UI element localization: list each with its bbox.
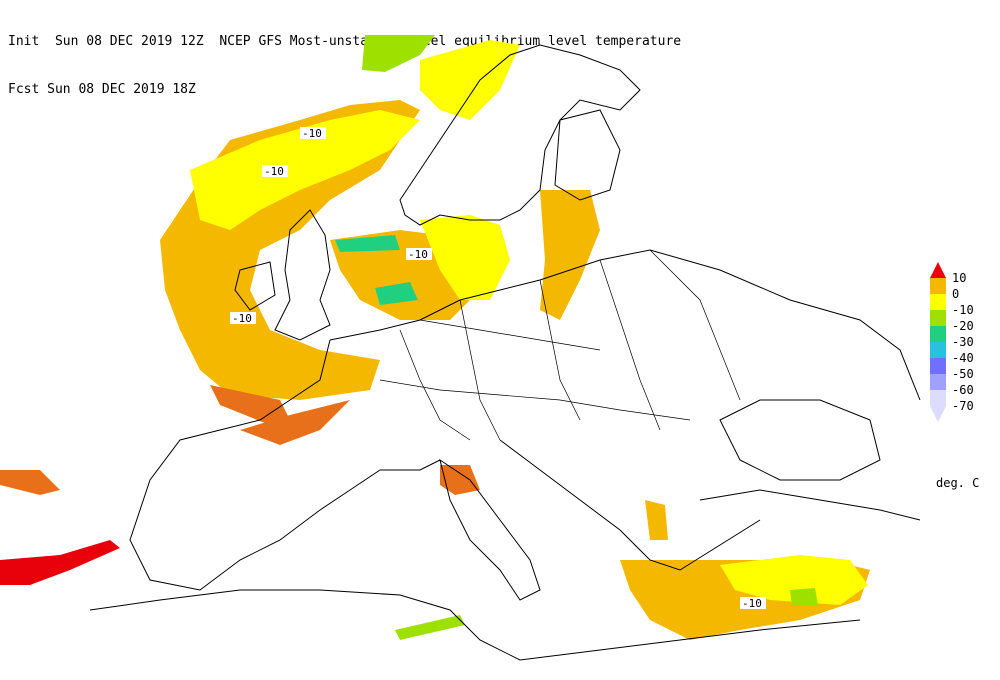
- field-red-west: [0, 540, 120, 585]
- forecast-time-line: Fcst Sun 08 DEC 2019 18Z: [8, 82, 196, 97]
- contour-labels: -10 -10 -10 -10 -10: [230, 127, 766, 610]
- legend-label: -60: [952, 383, 974, 397]
- coast-balkans: [499, 439, 761, 571]
- legend-label: 10: [952, 271, 967, 285]
- legend-units: deg. C: [936, 476, 980, 490]
- europe-map: -10 -10 -10 -10 -10: [0, 35, 921, 661]
- legend-label: -70: [952, 399, 974, 413]
- field-orange-italy: [440, 465, 480, 495]
- legend-swatch: [930, 326, 946, 342]
- field-lime-africa: [395, 615, 465, 640]
- coast-italy: [439, 458, 541, 601]
- coast-france-spain: [129, 339, 441, 591]
- coast-ireland: [234, 261, 276, 311]
- field-orange-greece: [645, 500, 668, 540]
- legend-swatch: [930, 390, 946, 406]
- legend-arrow-down-icon: [930, 406, 946, 422]
- field-layer: [0, 35, 870, 640]
- field-lime-norway: [362, 35, 435, 72]
- chart-header: Init Sun 08 DEC 2019 12Z NCEP GFS Most-u…: [8, 2, 681, 114]
- field-green-a: [335, 235, 400, 252]
- legend-swatch: [930, 278, 946, 294]
- coast-turkey: [699, 489, 921, 521]
- legend-swatch: [930, 374, 946, 390]
- field-yellow-eastmed: [720, 555, 868, 605]
- legend-label: 0: [952, 287, 960, 301]
- field-green-b: [375, 282, 418, 305]
- contour-label: -10: [264, 165, 284, 178]
- field-lime-eastmed: [790, 588, 818, 606]
- coast-africa: [89, 589, 861, 661]
- legend-swatch: [930, 310, 946, 326]
- contour-label: -10: [408, 248, 428, 261]
- legend-label: -20: [952, 319, 974, 333]
- field-yellow-northsea: [190, 110, 420, 230]
- field-orange-baltic: [540, 190, 600, 320]
- coast-scandinavia: [399, 44, 641, 226]
- borders: [379, 249, 741, 441]
- contour-label: -10: [742, 597, 762, 610]
- legend-label: -30: [952, 335, 974, 349]
- field-yellow-norway: [420, 40, 520, 120]
- field-yellow-baltic: [420, 215, 510, 300]
- legend-swatch: [930, 342, 946, 358]
- legend-label: -10: [952, 303, 974, 317]
- legend-swatch: [930, 358, 946, 374]
- coast-blacksea: [719, 399, 881, 481]
- legend-swatch: [930, 294, 946, 310]
- legend-label: -50: [952, 367, 974, 381]
- field-orange-west: [0, 470, 60, 495]
- coast-finland: [554, 109, 621, 201]
- legend-label: -40: [952, 351, 974, 365]
- field-orange-spain: [240, 400, 350, 445]
- coast-britain: [274, 209, 331, 341]
- contour-label: -10: [232, 312, 252, 325]
- contour-label: -10: [302, 127, 322, 140]
- field-orange-biscay: [210, 385, 290, 425]
- legend-arrow-up-icon: [930, 262, 946, 278]
